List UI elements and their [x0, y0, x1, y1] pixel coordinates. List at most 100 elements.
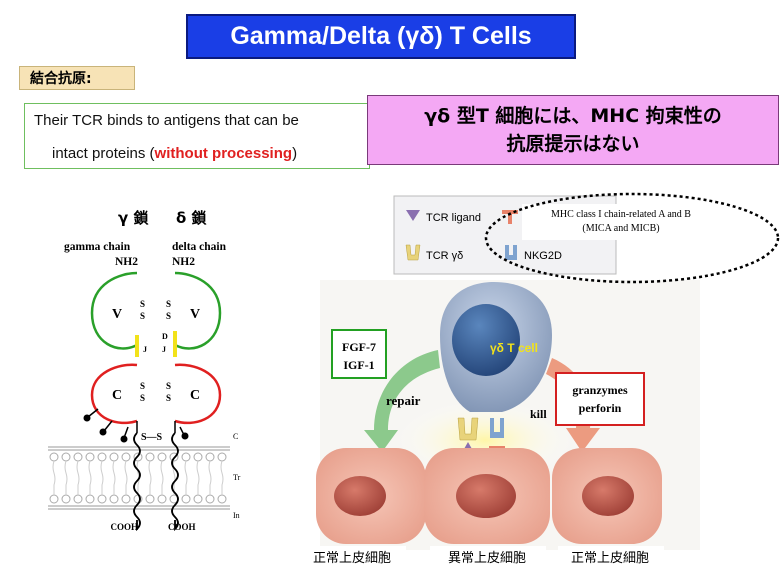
delta-v-ss-bottom: S	[166, 311, 171, 321]
delta-chain-header: δ 鎖	[176, 209, 208, 227]
tcr-gd-icon	[405, 244, 421, 261]
legend-tcr-ligand: TCR ligand	[426, 212, 481, 224]
tcr-description-line1: Their TCR binds to antigens that can be	[34, 112, 299, 129]
lipid-head	[205, 452, 215, 462]
delta-v-loop	[174, 271, 222, 350]
lipid-head	[217, 452, 227, 462]
effector-granzymes: granzymes	[572, 383, 628, 397]
mhc-note-line1: γδ 型T 細胞には、MHC 拘束性の	[424, 105, 722, 127]
repair-arrow	[364, 350, 440, 452]
delta-v-ss-top: S	[166, 299, 171, 309]
mhc-dotted-ellipse	[484, 192, 780, 284]
gamma-c-ss-bottom: S	[140, 393, 145, 403]
gamma-j-label: J	[143, 345, 147, 354]
synapse-tcr-gd	[457, 417, 479, 441]
lipid-head	[181, 452, 191, 462]
gamma-c-label: C	[112, 388, 122, 403]
mhc-callout-line2: (MICA and MICB)	[582, 223, 659, 234]
lipid-tail	[76, 460, 80, 495]
normal-cell-label-right: 正常上皮細胞	[571, 551, 649, 566]
lipid-tail	[64, 460, 68, 495]
delta-transmembrane-helix	[171, 432, 179, 532]
legend-tcr-gd: TCR γδ	[426, 250, 463, 262]
normal-epithelial-nucleus-left	[334, 476, 386, 516]
glycan-stick-1	[87, 408, 99, 418]
lipid-head	[109, 452, 119, 462]
lipid-head	[181, 494, 191, 504]
lipid-head	[193, 494, 203, 504]
glycan-ball-2	[99, 428, 107, 436]
gamma-cooh-label: COOH	[110, 522, 138, 532]
lipid-head	[85, 494, 95, 504]
gamma-v-ss-top: S	[140, 299, 145, 309]
tcr-ligand-icon	[406, 210, 420, 221]
delta-c-label: C	[190, 388, 200, 403]
lipid-head	[193, 452, 203, 462]
lipid-tail	[220, 460, 224, 495]
synapse-nkg2d	[490, 418, 504, 438]
gamma-j-segment	[135, 335, 139, 357]
delta-cooh-label: COOH	[168, 522, 196, 532]
cell-label-bg-middle	[430, 546, 546, 568]
lipid-tail	[196, 460, 200, 495]
lipid-head	[109, 494, 119, 504]
lipid-head	[61, 494, 71, 504]
delta-c-loop	[174, 363, 222, 425]
lipid-bilayer	[49, 452, 227, 504]
lipid-head	[157, 494, 167, 504]
lipid-head	[49, 494, 59, 504]
lipid-head	[97, 494, 107, 504]
glycan-ball-1	[83, 414, 91, 422]
nkg2d-icon	[505, 245, 517, 260]
lipid-head	[49, 452, 59, 462]
delta-c-ss-top: S	[166, 381, 171, 391]
delta-d-label: D	[162, 332, 168, 341]
gd-t-cell-nucleus	[452, 304, 520, 376]
lipid-head	[73, 494, 83, 504]
lipid-head	[205, 494, 215, 504]
tcr-structure-diagram: γ 鎖 δ 鎖 gamma chain delta chain NH2 NH2 …	[48, 209, 241, 532]
mhc-restriction-note: γδ 型T 細胞には、MHC 拘束性の 抗原提示はない	[367, 95, 779, 165]
delta-j-label: J	[162, 345, 166, 354]
lipid-head	[73, 452, 83, 462]
delta-c-ss-bottom: S	[166, 393, 171, 403]
lipid-head	[121, 452, 131, 462]
gamma-transmembrane-helix	[133, 432, 141, 532]
gamma-c-loop	[90, 363, 138, 425]
lipid-head	[61, 452, 71, 462]
lipid-head	[145, 494, 155, 504]
gamma-nh2-label: NH2	[115, 256, 138, 268]
lipid-head	[85, 452, 95, 462]
edge-label-c: C	[233, 432, 238, 441]
interchain-disulfide: S—S	[141, 432, 163, 443]
growth-factor-fgf7: FGF-7	[342, 340, 376, 354]
lipid-head	[121, 494, 131, 504]
repair-label: repair	[386, 393, 421, 408]
mic-icon	[502, 210, 518, 224]
growth-factor-igf1: IGF-1	[343, 358, 374, 372]
lipid-tail	[160, 460, 164, 495]
glycan-ball-3	[120, 435, 128, 443]
lipid-tail	[88, 460, 92, 495]
delta-dj-segment	[173, 331, 177, 357]
mhc-callout-box	[522, 204, 722, 240]
delta-v-label: V	[190, 307, 200, 322]
lipid-head	[157, 452, 167, 462]
abnormal-epithelial-nucleus	[456, 474, 516, 518]
gamma-c-ss-top: S	[140, 381, 145, 391]
kill-label: kill	[530, 407, 547, 421]
effector-perforin: perforin	[579, 401, 622, 415]
gamma-chain-label: gamma chain	[64, 241, 131, 253]
gamma-v-loop	[90, 271, 138, 350]
lipid-head	[97, 452, 107, 462]
lipid-tail	[184, 460, 188, 495]
tcr-description-box: Their TCR binds to antigens that can be …	[24, 103, 370, 169]
growth-factor-box	[331, 329, 387, 379]
lipid-tail	[52, 460, 56, 495]
binding-antigen-label: 結合抗原:	[19, 66, 135, 90]
lipid-head	[145, 452, 155, 462]
delta-nh2-label: NH2	[172, 256, 195, 268]
normal-cell-label-left: 正常上皮細胞	[313, 551, 391, 566]
normal-epithelial-nucleus-right	[582, 476, 634, 516]
abnormal-cell-label: 異常上皮細胞	[448, 551, 526, 566]
